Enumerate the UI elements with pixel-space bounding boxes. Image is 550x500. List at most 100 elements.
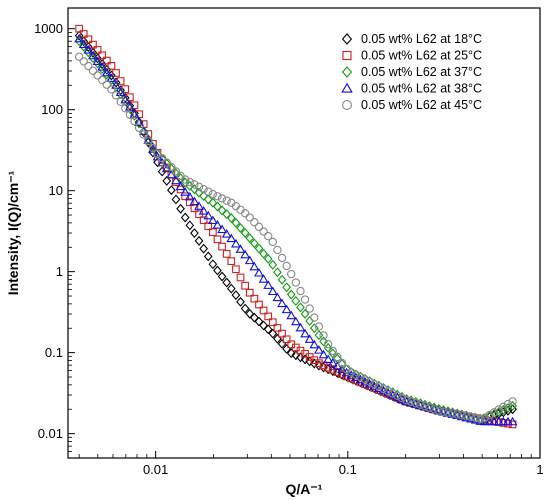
data-point-diamond: [217, 205, 227, 216]
data-point-diamond: [291, 295, 301, 306]
data-point-triangle: [456, 411, 467, 421]
data-point-triangle: [180, 187, 191, 196]
data-point-triangle: [323, 354, 334, 363]
data-point-triangle: [203, 210, 214, 220]
data-point-diamond: [194, 235, 204, 246]
data-point-triangle: [295, 322, 306, 332]
data-point-diamond: [245, 308, 255, 319]
y-tick-label: 0.1: [45, 345, 63, 360]
data-point-circle: [199, 185, 208, 194]
data-point-square: [342, 50, 352, 61]
data-point-diamond: [341, 66, 353, 78]
data-point-circle: [457, 411, 467, 420]
data-point-diamond: [180, 212, 190, 223]
data-point-diamond: [337, 358, 347, 369]
data-point-circle: [277, 253, 287, 263]
data-point-diamond: [250, 238, 259, 249]
data-point-triangle: [244, 255, 255, 265]
data-point-diamond: [180, 177, 190, 188]
data-point-square: [204, 222, 213, 231]
data-point-diamond: [309, 323, 319, 334]
data-point-triangle: [258, 274, 269, 283]
data-point-square: [107, 62, 116, 70]
data-point-circle: [217, 194, 227, 203]
data-point-diamond: [199, 243, 209, 254]
data-point-diamond: [259, 248, 268, 259]
data-point-triangle: [124, 102, 135, 111]
data-point-triangle: [350, 372, 361, 382]
y-tick-label: 1: [56, 264, 63, 279]
data-point-triangle: [493, 416, 504, 426]
data-point-circle: [125, 110, 135, 119]
data-point-diamond: [240, 303, 250, 314]
x-tick-label: 1: [536, 462, 543, 477]
data-point-circle: [153, 149, 162, 159]
legend-label: 0.05 wt% L62 at 45°C: [361, 98, 482, 112]
data-point-diamond: [263, 253, 273, 264]
data-point-diamond: [176, 203, 185, 214]
data-point-square: [259, 306, 268, 315]
data-point-triangle: [272, 292, 283, 302]
data-point-diamond: [213, 265, 222, 276]
data-point-triangle: [369, 381, 380, 390]
legend-item: 0.05 wt% L62 at 45°C: [342, 98, 482, 112]
data-point-square: [75, 24, 83, 33]
data-point-diamond: [254, 316, 264, 327]
data-point-circle: [333, 352, 342, 362]
data-point-circle: [471, 413, 480, 423]
data-point-triangle: [152, 151, 163, 161]
data-point-circle: [305, 304, 314, 313]
data-point-triangle: [217, 224, 227, 234]
data-point-circle: [213, 192, 222, 201]
data-point-circle: [411, 399, 420, 408]
data-point-square: [236, 273, 245, 282]
data-point-diamond: [328, 348, 338, 359]
data-point-circle: [107, 85, 116, 94]
data-point-square: [250, 294, 259, 303]
data-point-triangle: [171, 175, 181, 185]
data-point-circle: [139, 130, 148, 139]
data-point-circle: [102, 80, 111, 89]
data-point-square: [89, 40, 97, 49]
data-point-square: [232, 265, 240, 274]
data-point-triangle: [83, 45, 94, 54]
data-point-circle: [254, 222, 264, 232]
data-point-circle: [240, 209, 250, 218]
data-point-diamond: [120, 92, 130, 103]
data-point-diamond: [277, 274, 287, 285]
data-point-triangle: [134, 117, 144, 126]
data-point-diamond: [250, 312, 259, 323]
data-point-triangle: [378, 385, 389, 395]
data-point-square: [218, 242, 226, 251]
series-layer: [74, 24, 518, 429]
data-point-square: [245, 288, 254, 297]
data-point-circle: [342, 100, 352, 110]
legend-item: 0.05 wt% L62 at 18°C: [341, 32, 482, 46]
data-point-diamond: [194, 187, 204, 198]
data-point-circle: [310, 313, 319, 322]
data-point-diamond: [259, 320, 268, 331]
x-tick-label: 0.1: [339, 462, 357, 477]
data-point-square: [241, 281, 249, 290]
data-point-triangle: [433, 405, 444, 415]
data-point-circle: [287, 269, 296, 279]
data-point-diamond: [282, 282, 292, 293]
data-point-square: [282, 335, 291, 344]
data-point-diamond: [226, 213, 236, 224]
data-point-diamond: [107, 70, 116, 81]
data-point-diamond: [263, 324, 273, 335]
data-point-circle: [88, 66, 98, 75]
x-tick-label: 0.01: [143, 462, 168, 477]
data-point-circle: [420, 402, 430, 411]
data-point-triangle: [309, 339, 320, 349]
data-point-circle: [351, 370, 360, 379]
data-point-diamond: [213, 201, 222, 212]
data-point-triangle: [387, 390, 398, 399]
data-point-diamond: [203, 251, 213, 262]
data-point-circle: [259, 227, 268, 236]
data-point-circle: [264, 232, 273, 241]
data-point-circle: [388, 389, 397, 398]
data-point-square: [209, 228, 217, 237]
data-point-circle: [365, 377, 374, 386]
